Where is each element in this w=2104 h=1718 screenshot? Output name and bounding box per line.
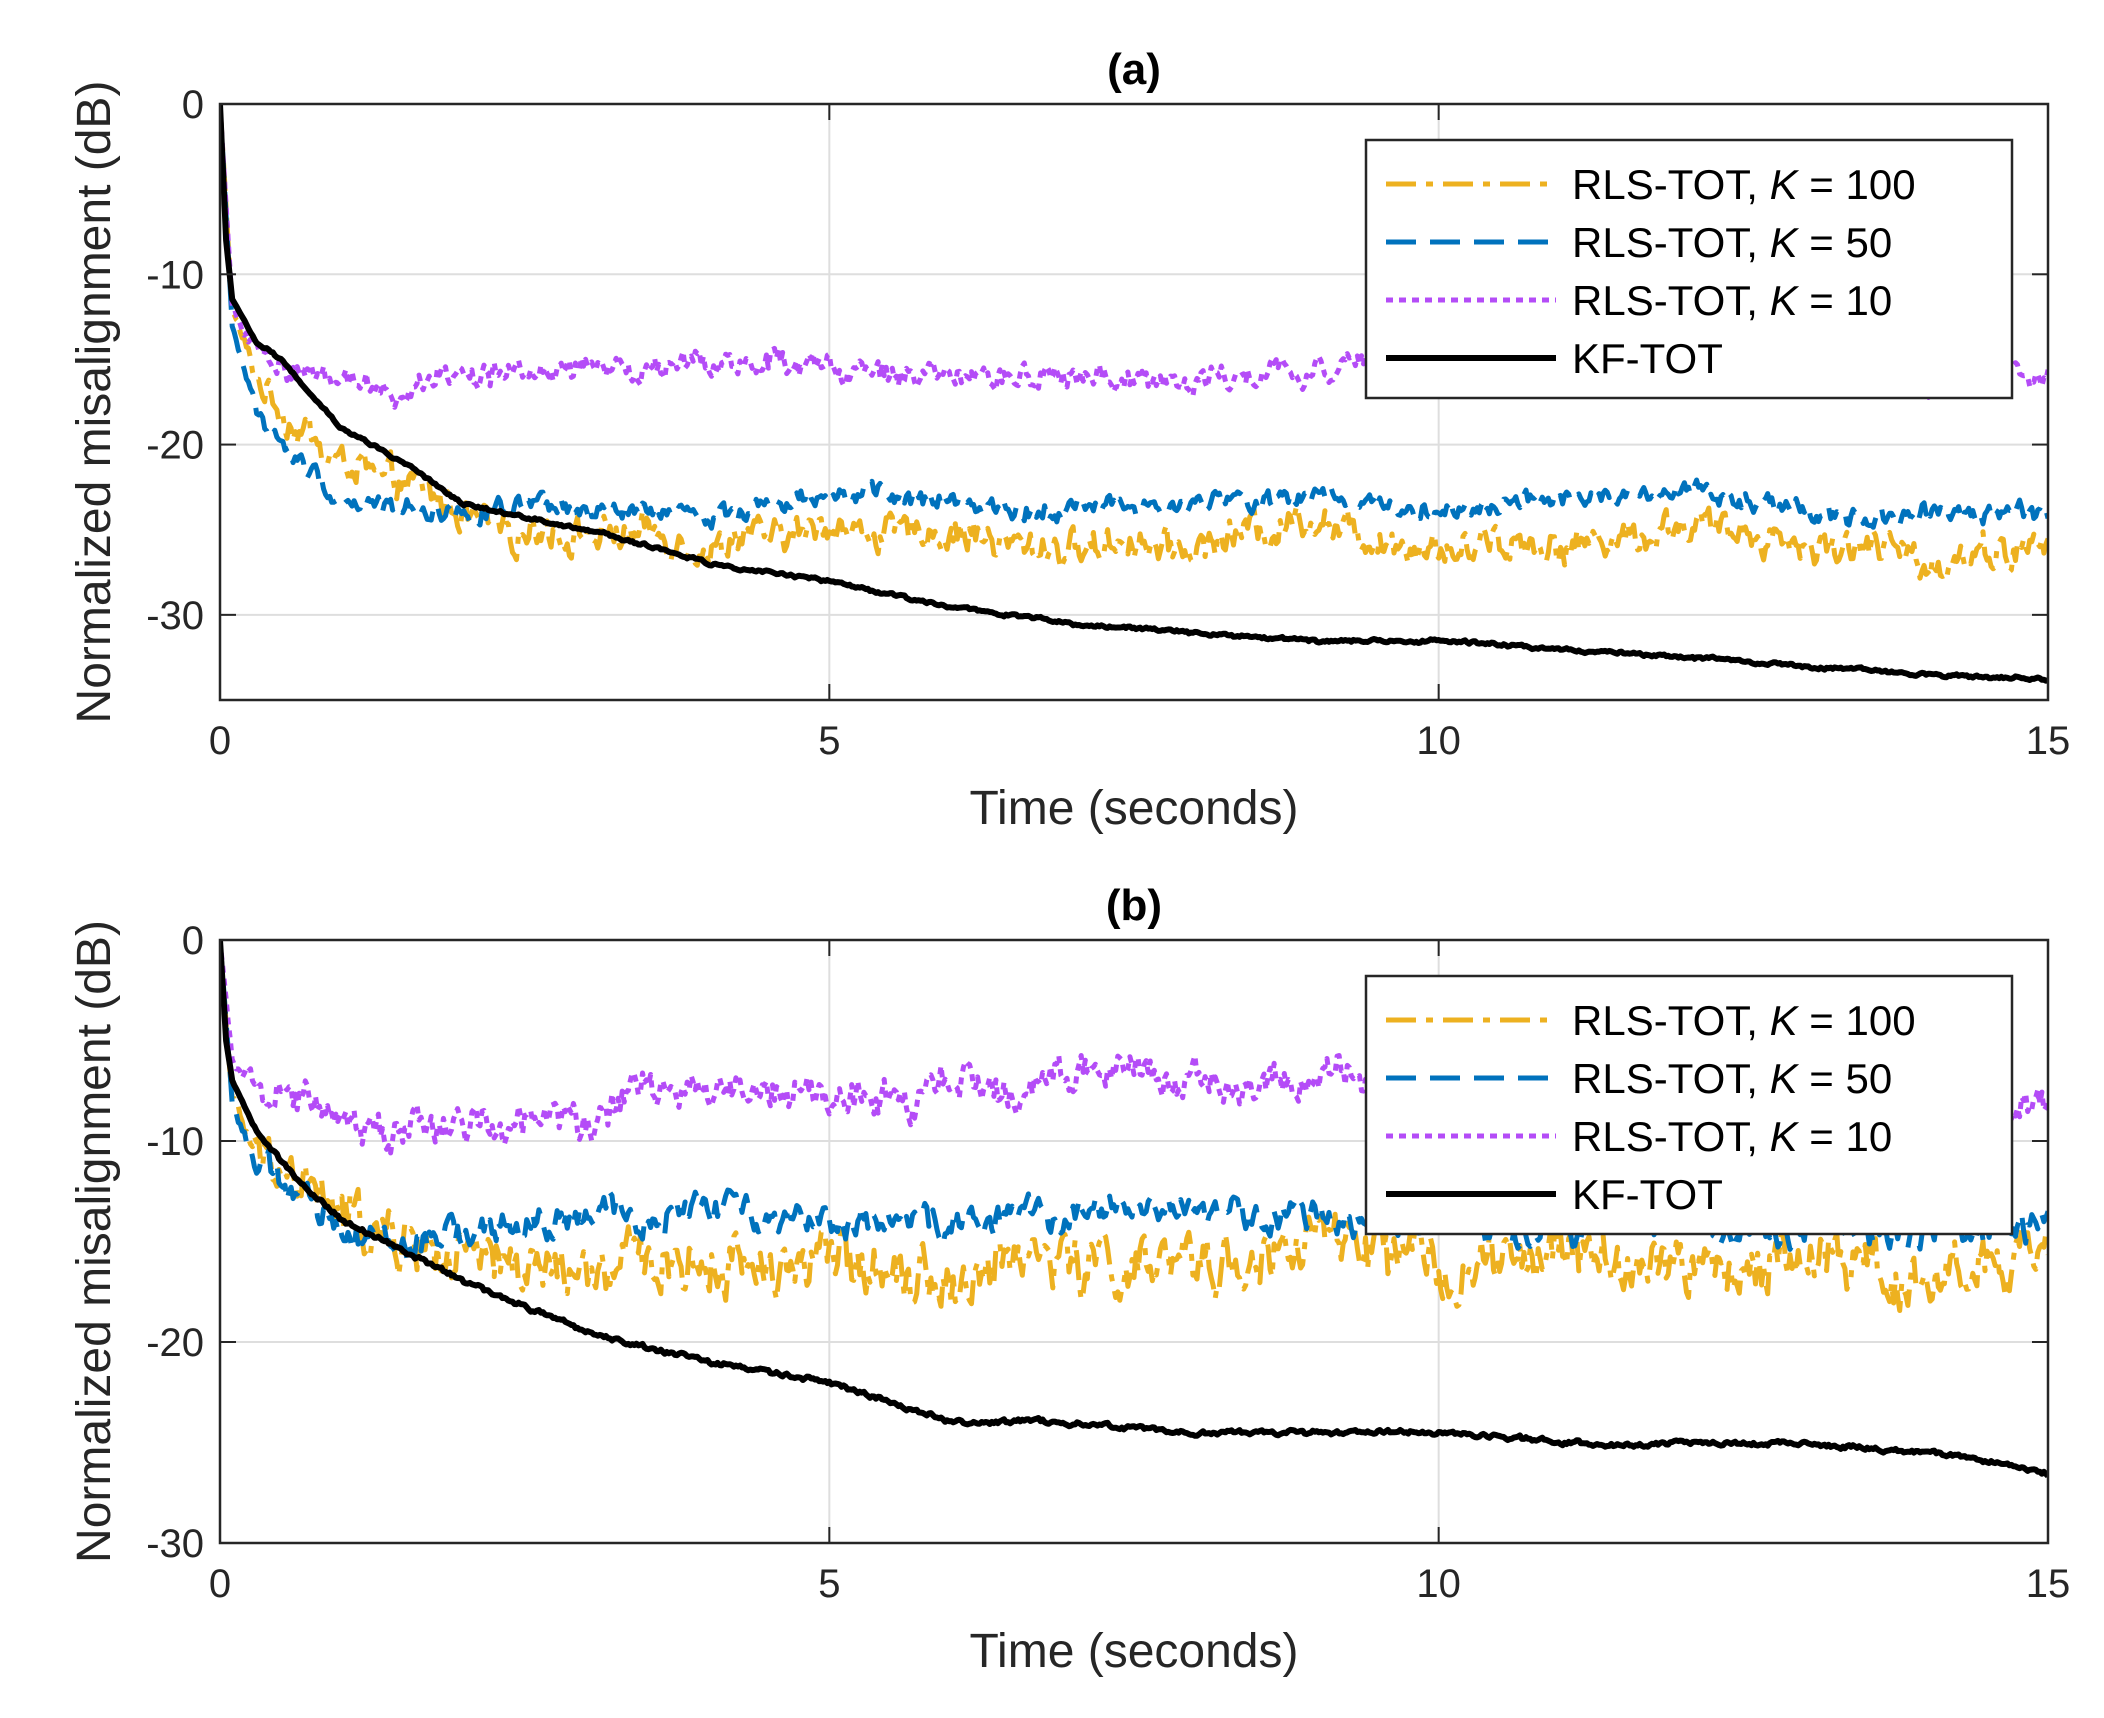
legend-entry-variable: K: [1770, 1113, 1800, 1160]
legend-entry-label: RLS-TOT, K = 100: [1572, 997, 1916, 1044]
y-tick-label: -20: [146, 1321, 204, 1365]
series-line-rls100: [220, 104, 2048, 582]
legend-entry-prefix: KF-TOT: [1572, 1171, 1723, 1218]
legend-entry-variable: K: [1770, 277, 1800, 324]
legend-entry-prefix: RLS-TOT,: [1572, 219, 1770, 266]
legend-entry-prefix: KF-TOT: [1572, 335, 1723, 382]
legend-entry-label: RLS-TOT, K = 10: [1572, 277, 1892, 324]
x-axis-label: Time (seconds): [970, 1625, 1299, 1678]
subplot-a: 0 5 10 15 0 -10 -20 -30 (a) Time (seconds) Normali…: [68, 45, 2070, 835]
legend-entry-prefix: RLS-TOT,: [1572, 277, 1770, 324]
legend-entry-suffix: = 100: [1798, 161, 1916, 208]
legend-entry-label: KF-TOT: [1572, 335, 1723, 382]
series-line-rls10: [220, 104, 2048, 410]
y-axis-label: Normalized misalignment (dB): [68, 81, 121, 724]
legend-entry-prefix: RLS-TOT,: [1572, 997, 1770, 1044]
subplot-b: 0 5 10 15 0 -10 -20 -30 (b) Time (seconds) Normali…: [68, 881, 2070, 1678]
x-tick-label: 5: [818, 719, 840, 763]
series-group: [220, 104, 2048, 684]
series-line-rls50: [220, 104, 2048, 531]
legend-entry-variable: K: [1770, 1055, 1800, 1102]
legend-entry-suffix: = 10: [1798, 277, 1893, 324]
series-line-kf: [220, 940, 2048, 1479]
legend-entry-prefix: RLS-TOT,: [1572, 161, 1770, 208]
legend-entry-label: RLS-TOT, K = 10: [1572, 1113, 1892, 1160]
legend-entry-label: KF-TOT: [1572, 1171, 1723, 1218]
axes-box: [218, 938, 2050, 1545]
legend-entry-prefix: RLS-TOT,: [1572, 1055, 1770, 1102]
legend-entry-suffix: = 100: [1798, 997, 1916, 1044]
x-tick-label: 15: [2026, 1562, 2071, 1606]
legend-entry-variable: K: [1770, 997, 1800, 1044]
x-tick-label: 0: [209, 1562, 231, 1606]
x-axis-label: Time (seconds): [970, 782, 1299, 835]
x-tick-label: 15: [2026, 719, 2071, 763]
legend-entry-variable: K: [1770, 161, 1800, 208]
series-line-rls100: [220, 940, 2048, 1313]
legend-entry-prefix: RLS-TOT,: [1572, 1113, 1770, 1160]
x-tick-label: 0: [209, 719, 231, 763]
axes-box: [218, 102, 2050, 702]
legend-entry-suffix: = 50: [1798, 1055, 1893, 1102]
series-line-kf: [220, 104, 2048, 684]
y-tick-label: -30: [146, 1522, 204, 1566]
y-tick-label: -10: [146, 1120, 204, 1164]
y-tick-label: 0: [182, 83, 204, 127]
chart-title: (b): [1106, 881, 1162, 930]
legend-entry-suffix: = 10: [1798, 1113, 1893, 1160]
legend-entry-label: RLS-TOT, K = 50: [1572, 1055, 1892, 1102]
y-tick-label: -20: [146, 424, 204, 468]
x-tick-label: 5: [818, 1562, 840, 1606]
y-axis-label: Normalized misalignment (dB): [68, 920, 121, 1563]
legend-entry-label: RLS-TOT, K = 100: [1572, 161, 1916, 208]
legend-entry-variable: K: [1770, 219, 1800, 266]
legend-entry-suffix: = 50: [1798, 219, 1893, 266]
chart-title: (a): [1107, 45, 1161, 94]
legend-entry-label: RLS-TOT, K = 50: [1572, 219, 1892, 266]
y-tick-label: -30: [146, 594, 204, 638]
y-tick-label: 0: [182, 919, 204, 963]
x-tick-label: 10: [1416, 1562, 1461, 1606]
y-tick-label: -10: [146, 253, 204, 297]
x-tick-label: 10: [1416, 719, 1461, 763]
